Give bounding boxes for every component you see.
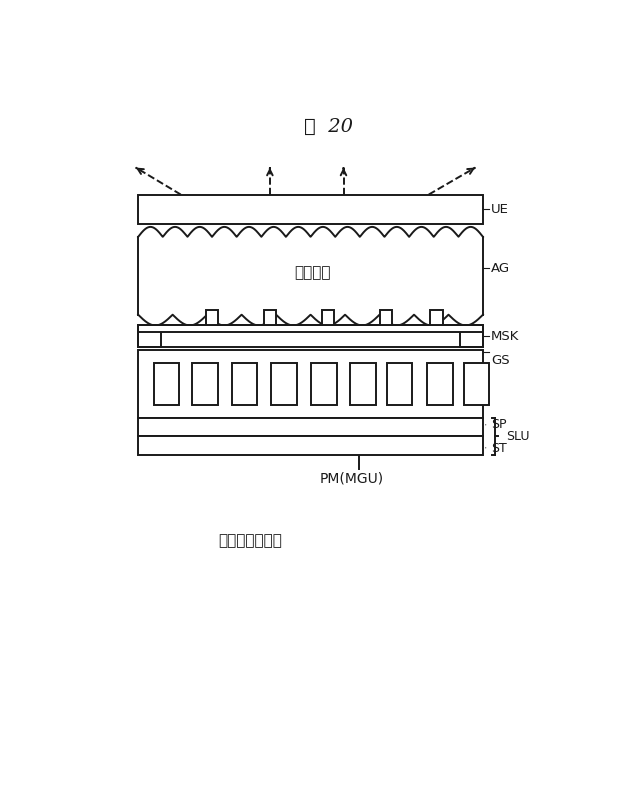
Bar	[138, 418, 483, 436]
Text: PM(MGU): PM(MGU)	[319, 471, 383, 486]
Bar	[205, 310, 218, 326]
Bar	[322, 310, 334, 326]
Bar	[271, 363, 297, 405]
Bar	[428, 363, 452, 405]
Bar	[380, 310, 392, 326]
Text: 図  20: 図 20	[303, 118, 353, 136]
Bar	[430, 310, 443, 326]
Bar	[387, 363, 412, 405]
Bar	[264, 310, 276, 326]
Text: ST: ST	[491, 442, 506, 455]
Bar	[193, 363, 218, 405]
Bar	[138, 436, 483, 455]
Bar	[311, 363, 337, 405]
Text: プラズマ：オフ: プラズマ：オフ	[219, 534, 282, 549]
Text: AG: AG	[491, 262, 510, 275]
Bar	[460, 326, 483, 347]
Polygon shape	[138, 227, 483, 326]
Text: SLU: SLU	[506, 430, 530, 443]
Bar	[232, 363, 257, 405]
Text: 反応ガス: 反応ガス	[294, 264, 331, 280]
Bar	[154, 363, 179, 405]
Bar	[138, 326, 161, 347]
Text: UE: UE	[491, 203, 509, 216]
Text: SP: SP	[491, 417, 506, 430]
Text: MSK: MSK	[491, 330, 519, 342]
Bar	[138, 194, 483, 224]
Bar	[138, 350, 483, 418]
Bar	[351, 363, 376, 405]
Bar	[463, 363, 489, 405]
Text: GS: GS	[491, 354, 509, 367]
Bar	[138, 326, 483, 331]
